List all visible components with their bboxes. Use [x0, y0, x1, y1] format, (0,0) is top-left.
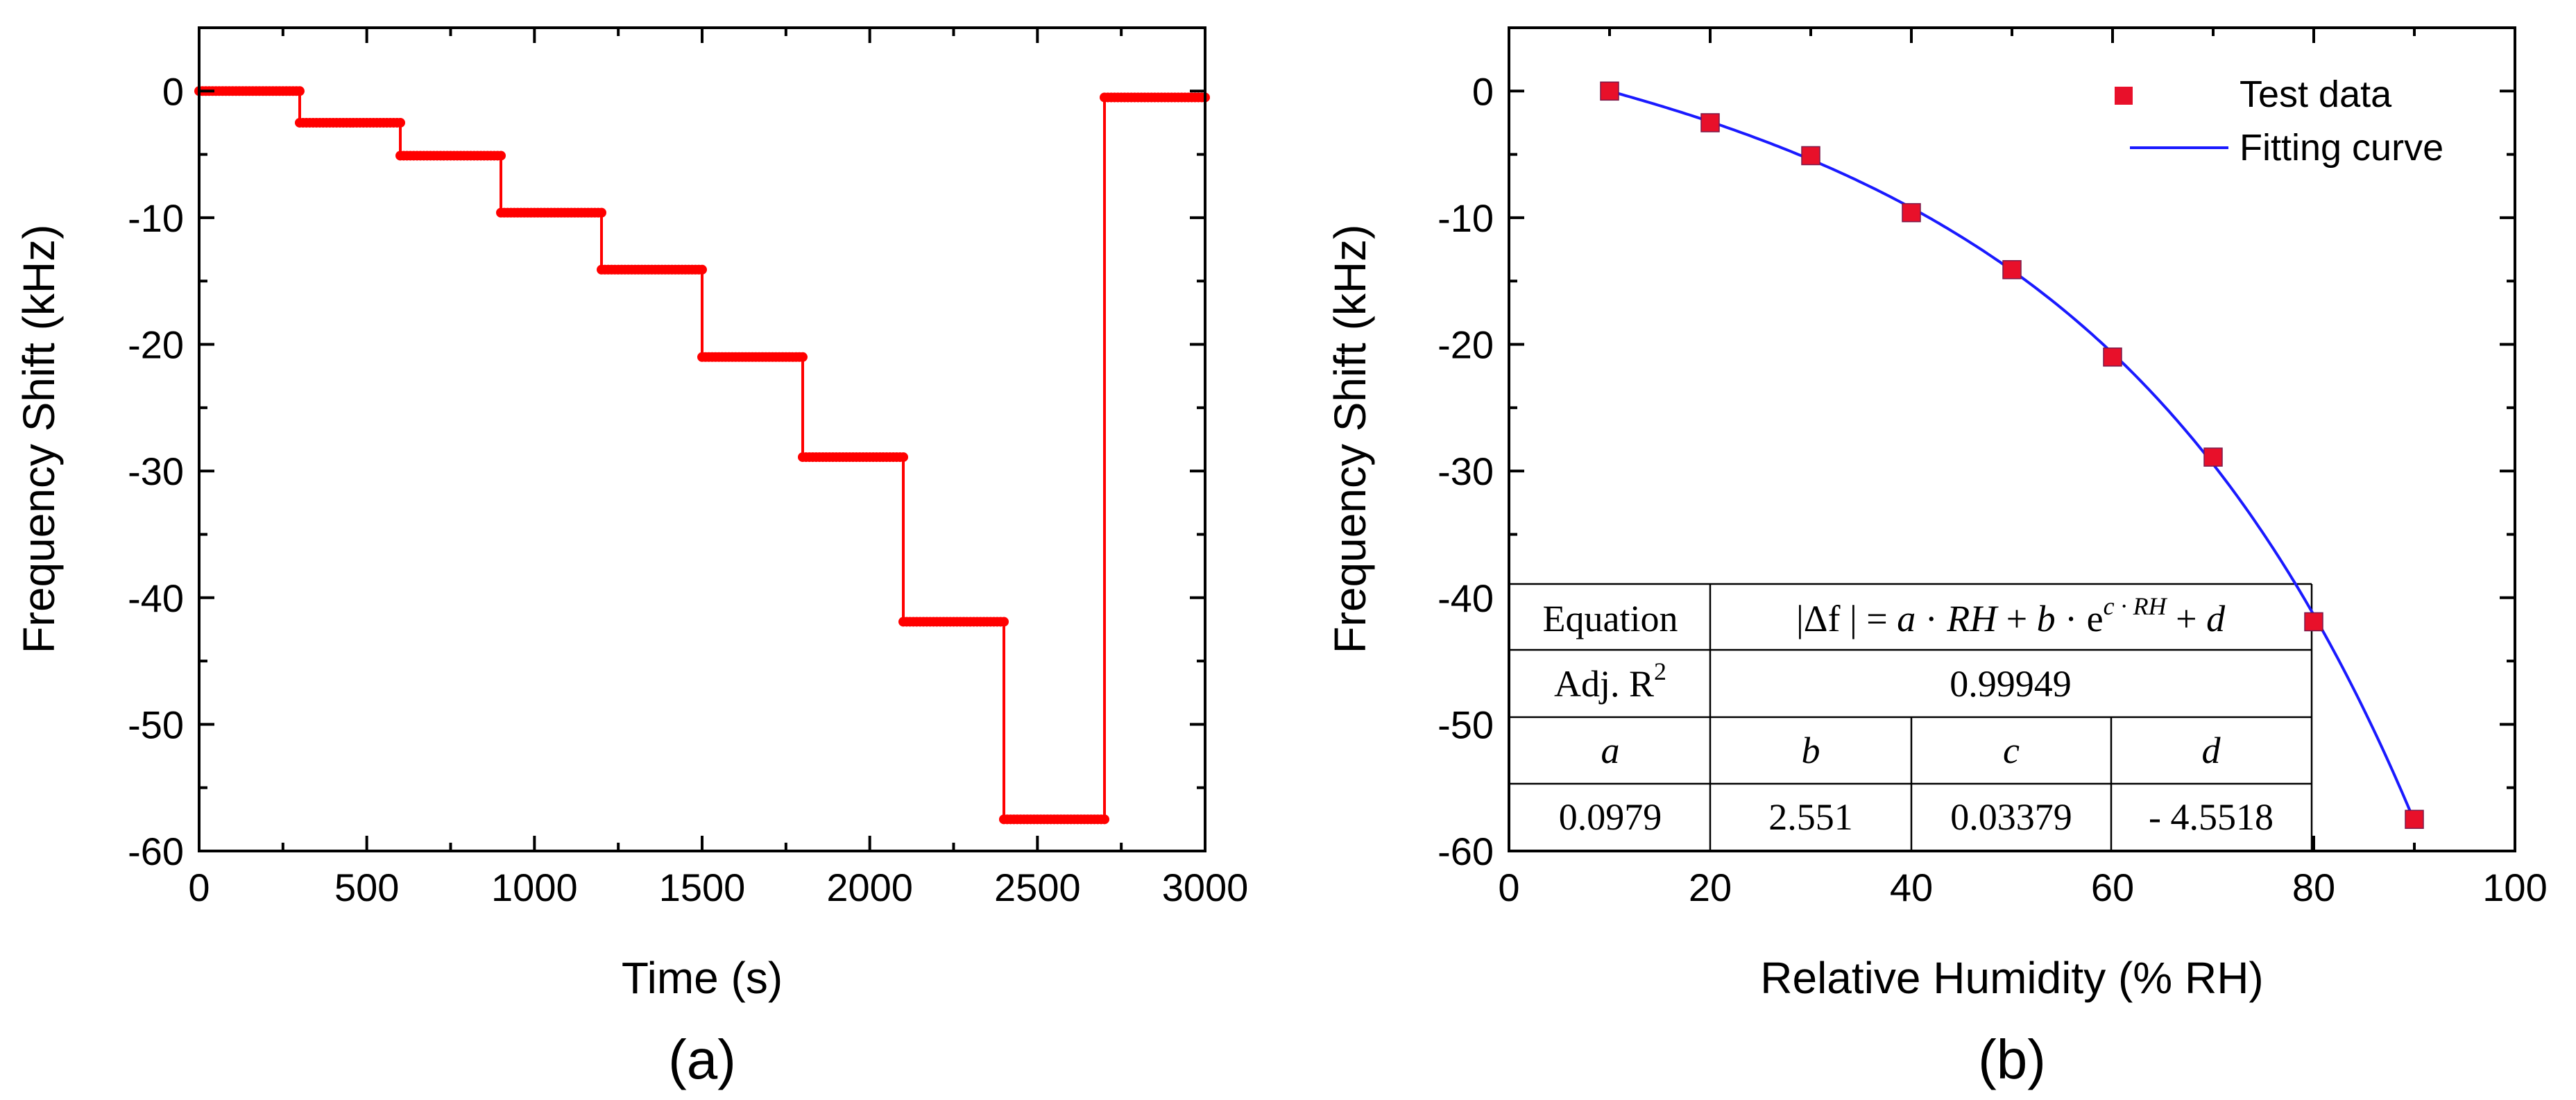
chart-a-xtick-label: 2000 — [826, 866, 913, 909]
panel-label-b: (b) — [1978, 1029, 2046, 1090]
chart-a-ytick-label: -40 — [128, 576, 184, 620]
chart-a-step-6 — [798, 452, 908, 463]
table-param-d: d — [2202, 730, 2221, 771]
chart-b-ytick-label: -50 — [1438, 703, 1494, 746]
chart-a-step-4 — [597, 264, 707, 275]
table-param-b: b — [1802, 730, 1820, 771]
chart-b-data-point — [2103, 347, 2122, 367]
chart-b-data-point — [2002, 260, 2022, 280]
chart-a-ytick-label: -30 — [128, 449, 184, 493]
fit-parameter-table: Equation |Δf | = a · RH + b · ec · RH + … — [1510, 583, 2313, 850]
chart-b-xtick-label: 80 — [2292, 866, 2335, 909]
chart-b-data-point — [2405, 809, 2424, 830]
chart-a-step-3 — [496, 207, 606, 218]
chart-a-frame — [198, 26, 1206, 852]
chart-b-ytick-label: -40 — [1438, 576, 1494, 620]
chart-b-xtick-label: 40 — [1890, 866, 1933, 909]
chart-b-xtick-label: 60 — [2091, 866, 2134, 909]
chart-a-data-point — [798, 352, 808, 362]
chart-a-step-7 — [898, 617, 1009, 627]
chart-b-plot-area — [1600, 81, 2424, 830]
table-value-d: - 4.5518 — [2149, 796, 2274, 838]
legend-marker-test-data — [2115, 87, 2133, 105]
chart-a-data-point — [999, 617, 1009, 627]
chart-a-ytick-label: -20 — [128, 323, 184, 367]
chart-a-xtick-label: 2500 — [994, 866, 1081, 909]
chart-a-xtick-label: 1500 — [659, 866, 746, 909]
table-value-c: 0.03379 — [1950, 796, 2072, 838]
table-equation-label: Equation — [1543, 598, 1678, 639]
chart-a-xtick-label: 500 — [334, 866, 399, 909]
chart-b-legend: Test data Fitting curve — [2115, 74, 2443, 169]
chart-b-ylabel: Frequency Shift (kHz) — [1325, 225, 1375, 654]
chart-a-series-line — [199, 89, 1205, 821]
chart-a-tick-labels: 0 500 1000 1500 2000 2500 3000 0 -10 -20 -30 -40 -50… — [128, 69, 1248, 909]
chart-a-data-point — [395, 117, 405, 128]
chart-a-xtick-label: 1000 — [491, 866, 578, 909]
chart-b-data-point — [1902, 203, 1921, 223]
equation-b: b — [2037, 598, 2056, 639]
chart-a-data-point — [898, 452, 908, 463]
chart-b-data-point — [2304, 612, 2323, 632]
chart-b-xlabel: Relative Humidity (% RH) — [1760, 953, 2263, 1003]
chart-a-data-point — [1100, 814, 1109, 825]
equation-plus: + — [2167, 598, 2206, 639]
chart-b-xtick-label: 20 — [1689, 866, 1732, 909]
table-value-b: 2.551 — [1768, 796, 1853, 838]
chart-a-step-1 — [295, 117, 405, 128]
equation-a: a — [1897, 598, 1916, 639]
table-param-a: a — [1601, 730, 1620, 771]
chart-a-data-point — [697, 264, 707, 275]
chart-a-ytick-label: -60 — [128, 830, 184, 873]
chart-a-xlabel: Time (s) — [622, 953, 783, 1003]
table-param-c: c — [2003, 730, 2020, 771]
chart-a-ylabel: Frequency Shift (kHz) — [14, 225, 64, 654]
chart-b-ytick-label: -20 — [1438, 323, 1494, 367]
chart-a-data-point — [295, 86, 305, 96]
chart-b-data-point — [1600, 81, 1619, 101]
chart-a-plot-area — [194, 86, 1210, 825]
chart-b-data-point — [2203, 447, 2223, 467]
equation-d: d — [2206, 598, 2226, 639]
chart-a-step-9 — [1100, 92, 1210, 103]
legend-label-fitting-curve: Fitting curve — [2240, 127, 2443, 169]
chart-b-xtick-label: 100 — [2482, 866, 2547, 909]
chart-a: 0 500 1000 1500 2000 2500 3000 0 -10 -20 -30 -40 -50… — [14, 26, 1248, 1090]
table-value-a: 0.0979 — [1559, 796, 1662, 838]
table-r2-value: 0.99949 — [1950, 663, 2072, 705]
chart-b-ytick-label: -10 — [1438, 196, 1494, 240]
chart-a-ytick-label: -10 — [128, 196, 184, 240]
equation-lhs: |Δf | = — [1796, 598, 1897, 639]
panel-label-a: (a) — [668, 1029, 736, 1090]
chart-a-data-point — [496, 151, 506, 161]
chart-a-ytick-label: -50 — [128, 703, 184, 746]
chart-b-tick-labels: 0 20 40 60 80 100 0 -10 -20 -30 -40 -50 -60 — [1438, 69, 2548, 909]
chart-b: 0 20 40 60 80 100 0 -10 -20 -30 -40 -50 -60 Equation… — [1325, 26, 2548, 1090]
chart-b-data-point — [1801, 146, 1820, 166]
table-equation: |Δf | = a · RH + b · ec · RH + d — [1796, 592, 2226, 639]
legend-label-test-data: Test data — [2240, 74, 2392, 115]
chart-a-xtick-label: 0 — [188, 866, 210, 909]
chart-a-ytick-label: 0 — [162, 69, 184, 113]
chart-a-step-5 — [697, 352, 808, 362]
chart-b-ytick-label: -60 — [1438, 830, 1494, 873]
table-r2-label: Adj. R2 — [1554, 658, 1666, 705]
equation-rh: RH — [1946, 598, 1999, 639]
equation-dot-e: · e — [2056, 598, 2104, 639]
chart-a-xtick-label: 3000 — [1162, 866, 1249, 909]
equation-exponent: c · RH — [2104, 592, 2168, 620]
chart-b-xtick-label: 0 — [1498, 866, 1519, 909]
chart-a-step-8 — [999, 814, 1109, 825]
chart-a-data-point — [597, 207, 606, 218]
chart-b-ytick-label: 0 — [1472, 69, 1494, 113]
chart-a-step-2 — [395, 151, 506, 161]
chart-a-ticks — [198, 28, 1206, 852]
chart-b-data-point — [1700, 113, 1720, 132]
chart-b-ytick-label: -30 — [1438, 449, 1494, 493]
equation-plus: + — [1997, 598, 2036, 639]
equation-dot: · — [1916, 598, 1947, 639]
